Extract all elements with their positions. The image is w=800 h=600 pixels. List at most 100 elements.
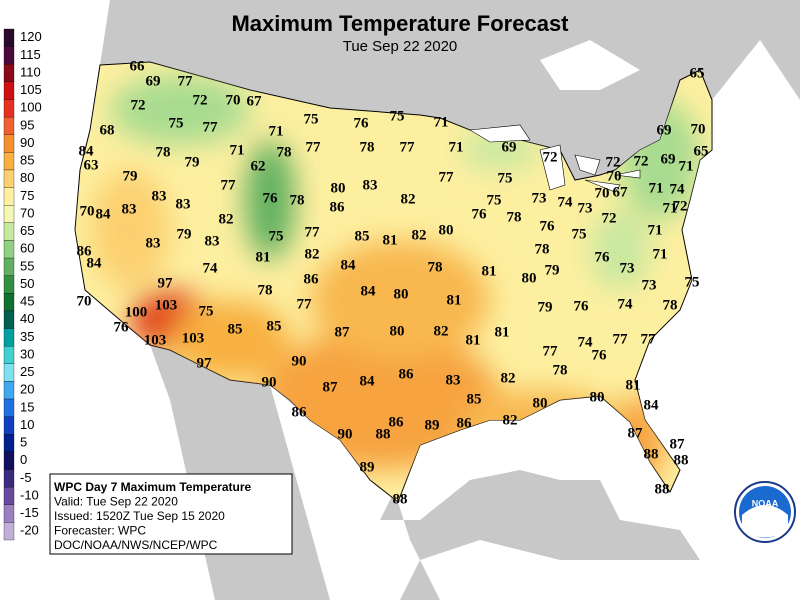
temperature-label: 103 (155, 297, 178, 313)
temperature-label: 86 (399, 366, 415, 382)
subtitle: Tue Sep 22 2020 (343, 38, 458, 55)
legend-swatch (3, 504, 15, 523)
logo-text: NOAA (752, 498, 779, 508)
temperature-label: 78 (258, 282, 273, 298)
temperature-label: 90 (292, 353, 307, 369)
temperature-label: 87 (323, 379, 339, 395)
temperature-label: 80 (439, 222, 454, 238)
temperature-label: 77 (203, 119, 219, 135)
temperature-label: 73 (532, 190, 547, 206)
temperature-label: 84 (644, 397, 660, 413)
legend-swatch (3, 328, 15, 347)
temperature-label: 71 (679, 158, 694, 174)
temperature-label: 88 (655, 481, 670, 497)
temperature-label: 82 (219, 211, 234, 227)
legend-label: 95 (20, 117, 34, 132)
temperature-label: 74 (578, 334, 594, 350)
legend-label: 120 (20, 29, 42, 44)
temperature-label: 81 (383, 232, 398, 248)
temperature-label: 81 (482, 263, 497, 279)
legend-label: 110 (20, 64, 41, 79)
temperature-label: 83 (122, 201, 137, 217)
temperature-label: 70 (80, 203, 95, 219)
temperature-label: 76 (354, 115, 370, 131)
temperature-label: 88 (393, 491, 408, 507)
info-line: WPC Day 7 Maximum Temperature (54, 480, 251, 494)
temperature-label: 84 (87, 255, 103, 271)
legend-label: 105 (20, 82, 42, 97)
temperature-label: 72 (193, 92, 208, 108)
temperature-label: 78 (156, 144, 171, 160)
temperature-label: 71 (434, 114, 449, 130)
temperature-label: 70 (226, 92, 241, 108)
temperature-label: 86 (292, 404, 308, 420)
temperature-label: 75 (304, 111, 319, 127)
temperature-label: 80 (533, 395, 548, 411)
temperature-label: 71 (648, 222, 663, 238)
temperature-label: 76 (574, 298, 590, 314)
temperature-label: 84 (360, 373, 376, 389)
temperature-label: 82 (401, 191, 416, 207)
temperature-label: 85 (467, 391, 482, 407)
legend-swatch (3, 346, 15, 364)
legend-swatch (3, 222, 15, 241)
temperature-label: 75 (390, 108, 405, 124)
temperature-label: 97 (158, 275, 174, 291)
legend-label: -5 (20, 470, 32, 485)
temperature-label: 89 (425, 417, 440, 433)
temperature-label: 78 (360, 139, 375, 155)
legend-label: 55 (20, 258, 34, 273)
temperature-label: 71 (269, 123, 284, 139)
temperature-label: 77 (221, 177, 237, 193)
temperature-label: 79 (538, 299, 553, 315)
temperature-label: 81 (466, 332, 481, 348)
temperature-label: 70 (691, 121, 706, 137)
temperature-label: 73 (578, 200, 593, 216)
legend-label: 70 (20, 205, 34, 220)
temperature-label: 83 (205, 233, 220, 249)
legend-swatch (3, 293, 15, 312)
temperature-label: 71 (663, 200, 678, 216)
temperature-label: 83 (146, 235, 161, 251)
temperature-label: 75 (498, 170, 513, 186)
legend-label: 0 (20, 452, 27, 467)
legend-label: 85 (20, 153, 34, 168)
temperature-label: 80 (590, 389, 605, 405)
temperature-label: 100 (125, 304, 148, 320)
temperature-label: 70 (607, 168, 622, 184)
temperature-label: 69 (661, 151, 676, 167)
temperature-label: 75 (685, 274, 700, 290)
temperature-label: 78 (535, 241, 550, 257)
legend-swatch (3, 434, 15, 453)
temperature-label: 75 (199, 303, 214, 319)
temperature-label: 83 (176, 196, 191, 212)
noaa-logo: NOAA (734, 481, 796, 543)
temperature-label: 103 (144, 332, 167, 348)
temperature-label: 85 (355, 228, 370, 244)
temperature-label: 65 (690, 65, 705, 81)
temperature-label: 77 (439, 169, 455, 185)
temperature-label: 76 (472, 206, 488, 222)
temperature-label: 78 (290, 192, 305, 208)
great-lakes (469, 124, 641, 193)
temperature-label: 82 (501, 370, 516, 386)
temperature-label: 77 (543, 343, 559, 359)
temperature-label: 83 (152, 188, 167, 204)
legend-swatch (3, 169, 15, 188)
temperature-label: 88 (376, 426, 391, 442)
temperature-label: 90 (338, 426, 353, 442)
temperature-label: 81 (495, 324, 510, 340)
temperature-label: 72 (606, 154, 621, 170)
legend-swatch (3, 46, 15, 65)
legend-label: 35 (20, 329, 34, 344)
temperature-label: 76 (540, 218, 556, 234)
temperature-label: 80 (522, 270, 537, 286)
temperature-label: 78 (663, 297, 678, 313)
temperature-label: 76 (114, 319, 130, 335)
legend-swatch (3, 240, 15, 259)
temperature-label: 83 (446, 372, 461, 388)
temperature-label: 81 (256, 249, 271, 265)
temperature-label: 76 (592, 347, 608, 363)
temperature-label: 78 (277, 144, 292, 160)
